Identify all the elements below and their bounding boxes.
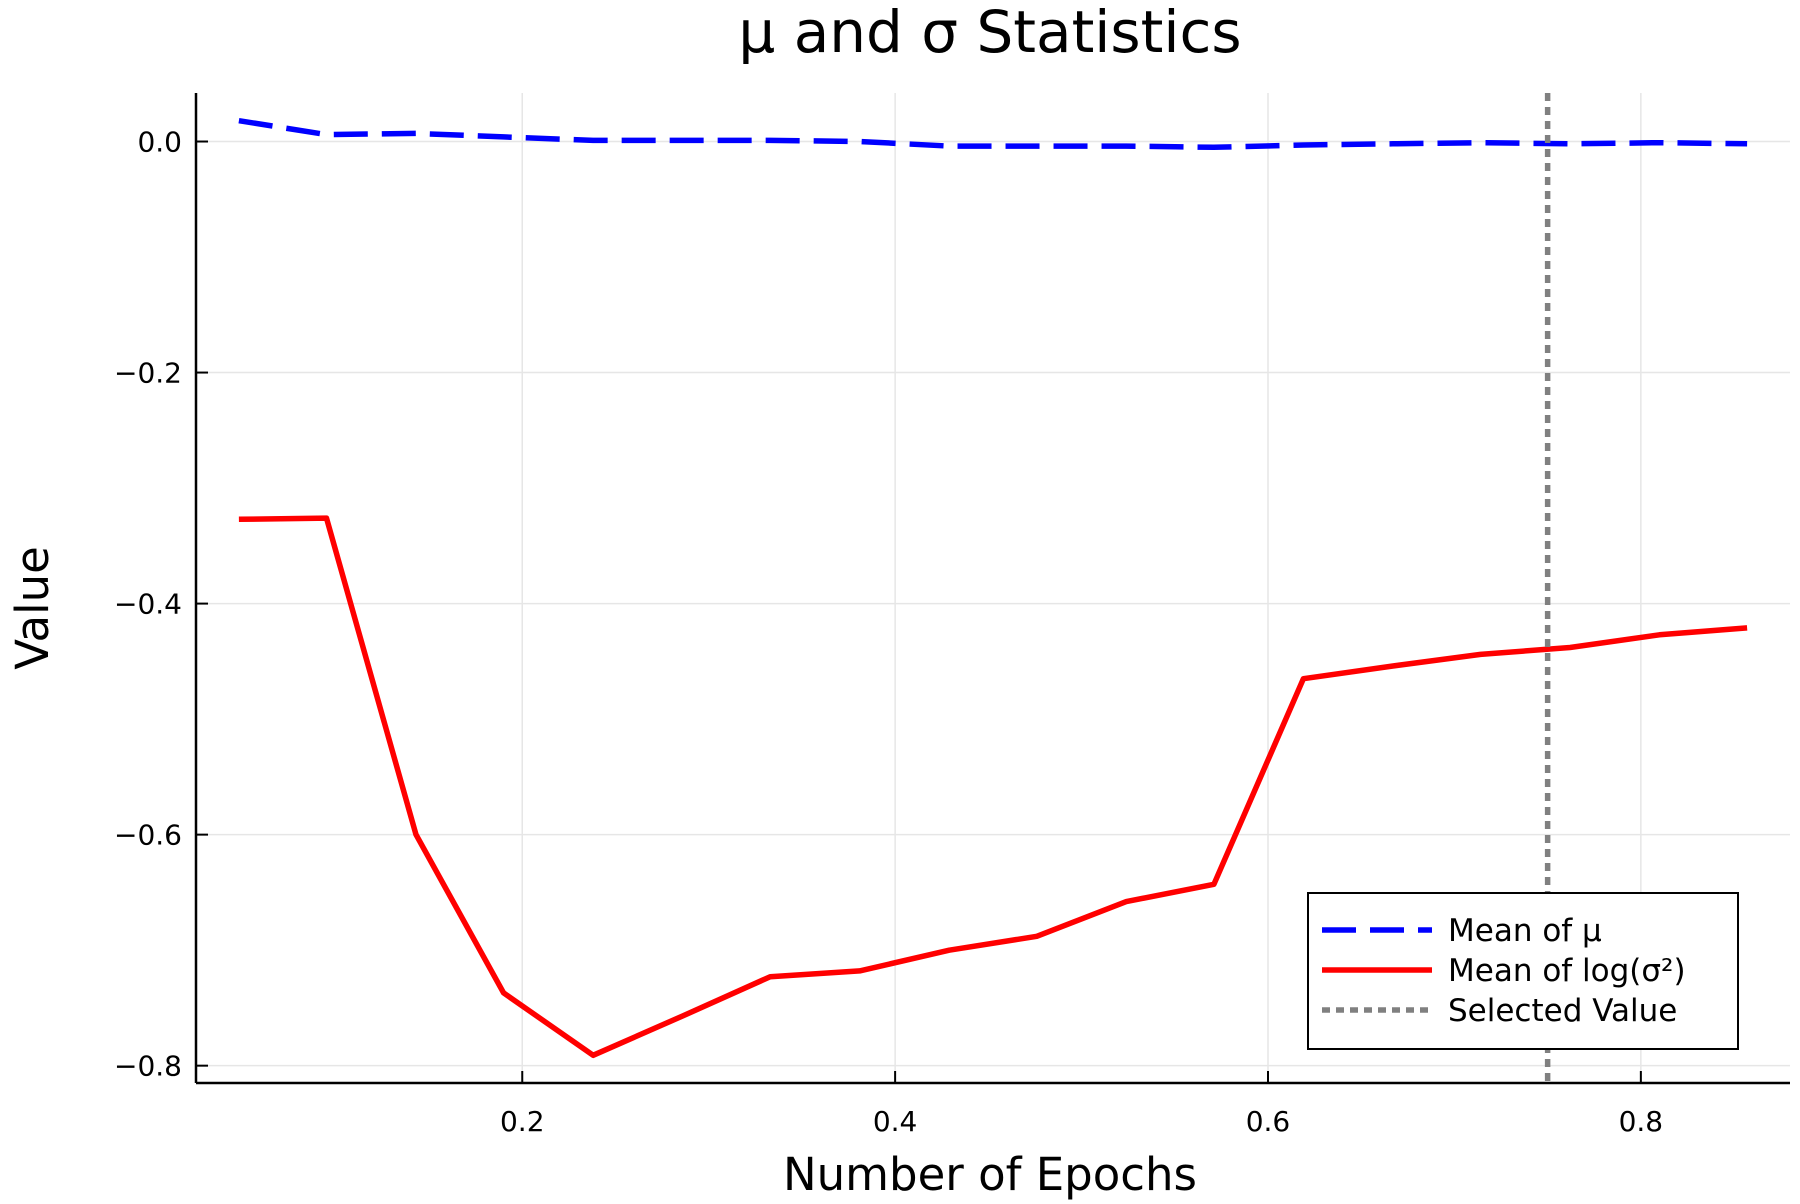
x-axis-label: Number of Epochs [783, 1148, 1197, 1200]
y-tick-label: 0.0 [137, 126, 182, 159]
grid [196, 93, 1790, 1083]
legend-label-mean-mu: Mean of μ [1448, 913, 1602, 949]
y-tick-label: −0.2 [114, 357, 182, 390]
x-tick-label: 0.4 [873, 1105, 918, 1138]
chart-title: μ and σ Statistics [738, 0, 1241, 66]
series-line-mean-of [238, 117, 1748, 151]
axes [194, 93, 1790, 1085]
series-line-mean-of-log [238, 515, 1748, 1059]
legend-label-selected-value: Selected Value [1448, 993, 1677, 1029]
y-tick-label: −0.4 [114, 588, 182, 621]
y-axis-label: Value [6, 546, 59, 670]
x-tick-label: 0.8 [1619, 1105, 1664, 1138]
x-tick-label: 0.6 [1246, 1105, 1291, 1138]
series-layer [238, 93, 1748, 1083]
x-tick-label: 0.2 [500, 1105, 545, 1138]
y-tick-label: −0.6 [114, 819, 182, 852]
y-tick-label: −0.8 [114, 1050, 182, 1083]
legend-label-mean-log-sigma: Mean of log(σ²) [1448, 953, 1686, 989]
legend: Mean of μ Mean of log(σ²) Selected Value [1307, 892, 1739, 1050]
tick-labels: 0.2 0.4 0.6 0.8 0.0 −0.2 −0.4 −0.6 −0.8 [114, 126, 1663, 1138]
